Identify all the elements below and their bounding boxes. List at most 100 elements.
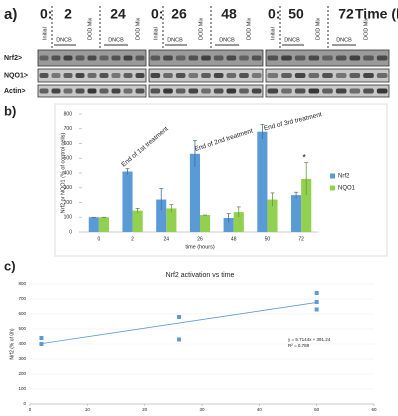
lane-label: DOD Mix: [87, 17, 93, 40]
blot-band: [377, 56, 388, 61]
y-tick-label: 700: [64, 126, 73, 132]
blot-band: [88, 89, 97, 94]
y-tick-label: 100: [64, 215, 73, 221]
blot-band: [112, 73, 121, 78]
point: [315, 291, 319, 295]
bar: [122, 172, 132, 232]
legend-swatch: [330, 186, 335, 191]
blot-band: [52, 56, 61, 61]
blot-band: [163, 56, 173, 61]
y-tick-label: 500: [18, 326, 26, 331]
lane-label: DNCB: [219, 37, 235, 43]
blot-band: [214, 89, 224, 94]
panel-label: a): [4, 6, 17, 23]
point: [177, 315, 181, 319]
blot-band: [151, 56, 161, 61]
x-tick-label: 48: [231, 236, 237, 242]
blot-band: [189, 89, 199, 94]
blot-band: [64, 56, 73, 61]
blot-band: [227, 56, 237, 61]
blot-band: [100, 73, 109, 78]
legend-label: NQO1: [338, 186, 356, 192]
blot-band: [163, 73, 173, 78]
bar: [89, 217, 99, 232]
time-label: 50: [288, 6, 304, 22]
time-label: 72: [338, 6, 354, 22]
blot-band: [350, 56, 361, 61]
blot-band: [281, 89, 292, 94]
y-tick-label: 300: [18, 356, 26, 361]
y-tick-label: 0: [69, 229, 72, 235]
blot-band: [252, 89, 262, 94]
point: [39, 336, 43, 340]
blot-band: [239, 73, 249, 78]
x-tick-label: 30: [199, 407, 205, 412]
row-label: Actin>: [4, 88, 26, 95]
blot-band: [309, 73, 320, 78]
lane-label: DNCB: [167, 37, 183, 43]
x-tick-label: 26: [197, 236, 203, 242]
blot-band: [295, 56, 306, 61]
x-tick-label: 0: [97, 236, 100, 242]
blot-band: [295, 73, 306, 78]
blot-band: [100, 56, 109, 61]
blot-band: [239, 89, 249, 94]
x-tick-label: 40: [257, 407, 263, 412]
bar: [99, 217, 109, 232]
blot-band: [268, 73, 279, 78]
lane-label: Initial: [42, 27, 48, 40]
blot-band: [136, 73, 145, 78]
legend-swatch: [330, 174, 335, 179]
blot-band: [176, 56, 186, 61]
point: [177, 338, 181, 342]
lane-label: DNCB: [336, 37, 352, 43]
lane-label: DOD Mix: [246, 17, 252, 40]
lane-label: DNCB: [108, 37, 124, 43]
blot-band: [252, 73, 262, 78]
x-axis-label: time (hours): [185, 244, 215, 250]
x-tick-label: 2: [131, 236, 134, 242]
x-tick-label: 60: [371, 407, 377, 412]
row-label: Nrf2>: [4, 55, 22, 62]
lane-label: DNCB: [284, 37, 300, 43]
figure: a) Time (h) Nrf2>NQO1>Actin>0:224Initial…: [0, 0, 398, 416]
blot-band: [336, 73, 347, 78]
x-tick-label: 24: [164, 236, 170, 242]
x-tick-label: 50: [314, 407, 320, 412]
blot-band: [76, 56, 85, 61]
blot-band: [322, 89, 333, 94]
time-axis-label: Time (h): [355, 6, 398, 22]
lane-label: DOD Mix: [135, 17, 141, 40]
blot-band: [336, 56, 347, 61]
y-tick-label: 800: [64, 111, 73, 117]
lane-label: DOD Mix: [198, 17, 204, 40]
x-tick-label: 10: [85, 407, 91, 412]
blot-band: [350, 89, 361, 94]
blot-band: [363, 89, 374, 94]
blot-band: [201, 73, 211, 78]
blot-band: [322, 56, 333, 61]
y-tick-label: 800: [18, 281, 26, 286]
blot-band: [377, 89, 388, 94]
point: [315, 300, 319, 304]
y-tick-label: 600: [18, 311, 26, 316]
bar: [133, 211, 143, 232]
y-axis-label: Nrf2 or NQO1 (% of control cells): [60, 132, 66, 213]
blot-band: [336, 89, 347, 94]
time-label: 24: [110, 6, 126, 22]
blot-band: [214, 73, 224, 78]
blot-band: [377, 73, 388, 78]
blot-band: [112, 56, 121, 61]
blot-band: [281, 56, 292, 61]
blot-band: [201, 89, 211, 94]
blot-band: [52, 89, 61, 94]
blot-band: [252, 56, 262, 61]
blot-band: [88, 73, 97, 78]
time-label: 2: [64, 6, 72, 22]
blot-band: [309, 89, 320, 94]
blot-band: [52, 73, 61, 78]
blot-band: [189, 73, 199, 78]
blot-band: [112, 89, 121, 94]
blot-band: [201, 56, 211, 61]
time-label: 48: [221, 6, 237, 22]
